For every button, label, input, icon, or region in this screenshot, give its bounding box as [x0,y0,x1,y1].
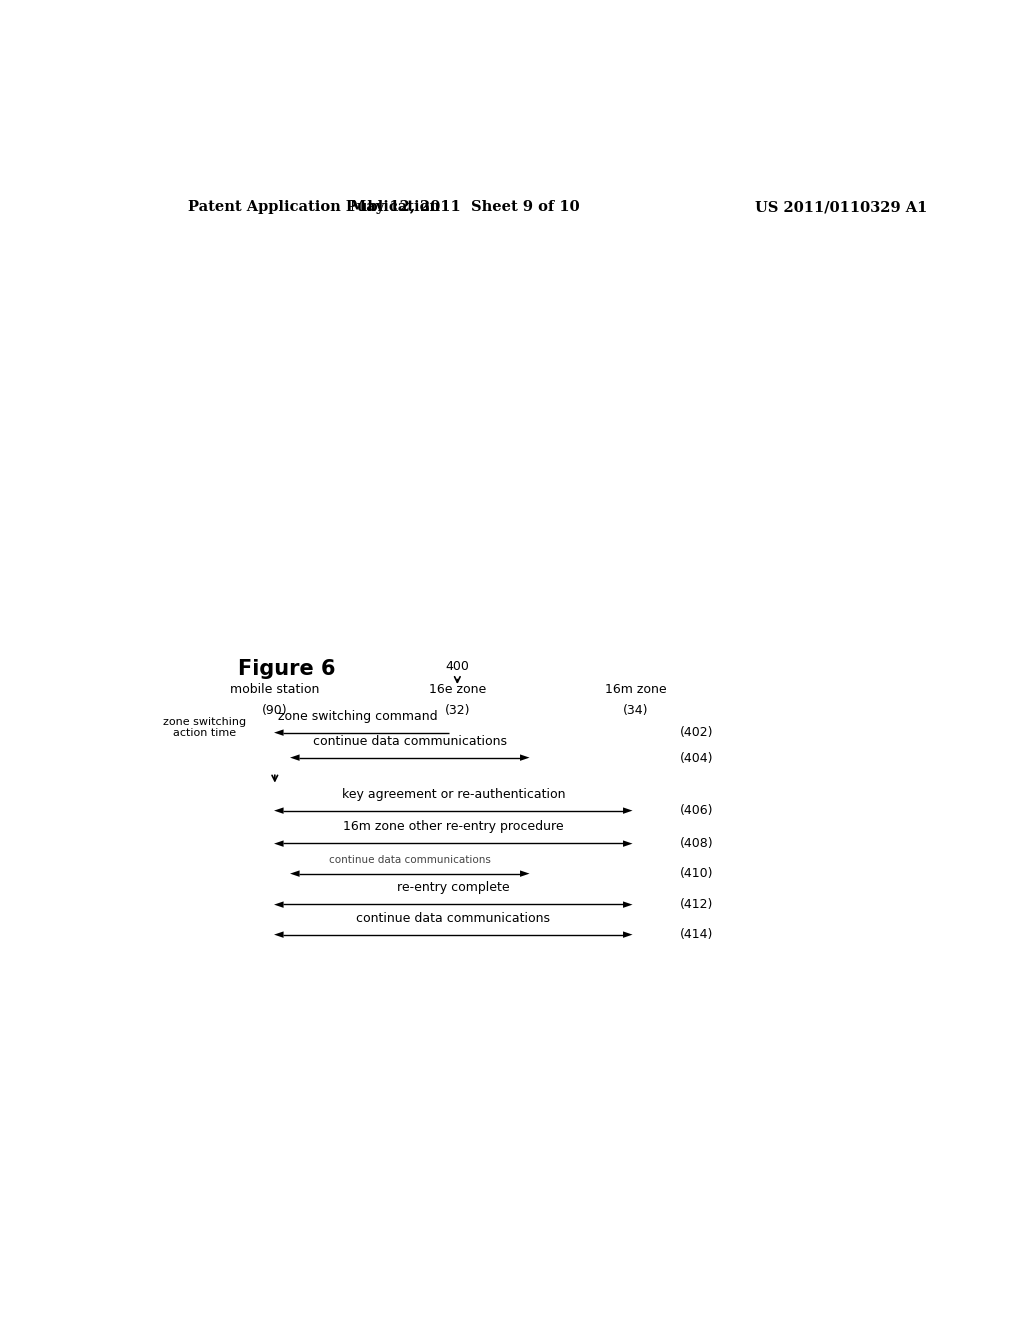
Text: ►: ► [624,837,633,850]
Text: Patent Application Publication: Patent Application Publication [187,201,439,214]
Text: (412): (412) [680,898,713,911]
Text: continue data communications: continue data communications [356,912,550,925]
Text: ►: ► [624,898,633,911]
Text: Figure 6: Figure 6 [238,659,335,678]
Text: ►: ► [520,867,529,880]
Text: ◄: ◄ [274,804,284,817]
Text: (402): (402) [680,726,713,739]
Text: 16m zone: 16m zone [605,684,667,697]
Text: ◄: ◄ [290,751,299,764]
Text: re-entry complete: re-entry complete [397,882,510,894]
Text: ◄: ◄ [290,867,299,880]
Text: (90): (90) [262,704,288,717]
Text: 16e zone: 16e zone [429,684,486,697]
Text: ◄: ◄ [274,898,284,911]
Text: ◄: ◄ [274,928,284,941]
Text: (404): (404) [680,751,713,764]
Text: continue data communications: continue data communications [329,855,490,865]
Text: ►: ► [520,751,529,764]
Text: (414): (414) [680,928,713,941]
Text: mobile station: mobile station [230,684,319,697]
Text: (410): (410) [680,867,713,880]
Text: continue data communications: continue data communications [312,735,507,748]
Text: zone switching
action time: zone switching action time [164,717,247,738]
Text: May 12, 2011  Sheet 9 of 10: May 12, 2011 Sheet 9 of 10 [350,201,580,214]
Text: ►: ► [624,804,633,817]
Text: 400: 400 [445,660,469,673]
Text: (406): (406) [680,804,713,817]
Text: ►: ► [624,928,633,941]
Text: ◄: ◄ [274,837,284,850]
Text: US 2011/0110329 A1: US 2011/0110329 A1 [755,201,928,214]
Text: zone switching command: zone switching command [279,710,438,722]
Text: ◄: ◄ [274,726,284,739]
Text: (408): (408) [680,837,713,850]
Text: key agreement or re-authentication: key agreement or re-authentication [342,788,565,801]
Text: (32): (32) [444,704,470,717]
Text: 16m zone other re-entry procedure: 16m zone other re-entry procedure [343,820,563,833]
Text: (34): (34) [624,704,648,717]
